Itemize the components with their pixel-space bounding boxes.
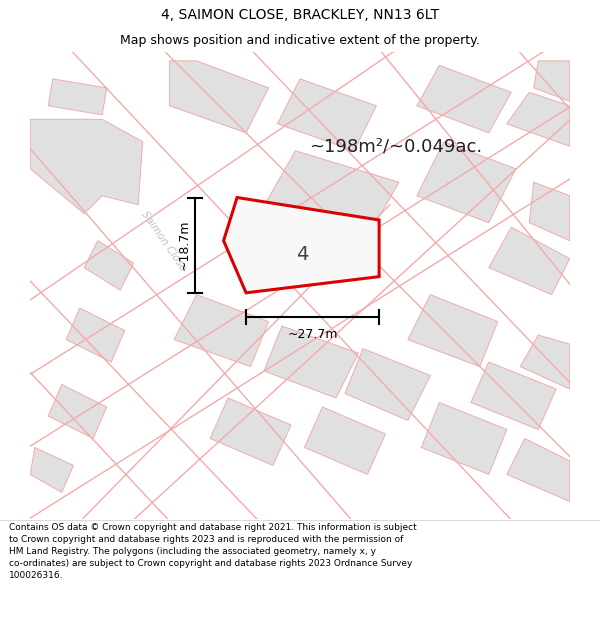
Polygon shape (84, 241, 134, 290)
Text: ~198m²/~0.049ac.: ~198m²/~0.049ac. (309, 138, 482, 155)
Text: 4: 4 (296, 245, 308, 264)
Polygon shape (417, 66, 511, 132)
Polygon shape (507, 92, 570, 146)
Text: ~27.7m: ~27.7m (287, 328, 338, 341)
Text: Saimon Close: Saimon Close (139, 209, 188, 272)
Polygon shape (304, 407, 385, 474)
Polygon shape (260, 151, 399, 245)
Polygon shape (421, 402, 507, 474)
Polygon shape (210, 398, 291, 466)
Polygon shape (224, 198, 379, 293)
Polygon shape (520, 335, 570, 389)
Polygon shape (534, 61, 570, 101)
Polygon shape (66, 308, 125, 362)
Polygon shape (170, 61, 269, 132)
Polygon shape (507, 439, 570, 501)
Polygon shape (278, 79, 376, 151)
Text: ~18.7m: ~18.7m (178, 220, 190, 271)
Polygon shape (408, 294, 498, 366)
Polygon shape (48, 79, 107, 115)
Polygon shape (489, 227, 570, 294)
Polygon shape (30, 119, 143, 214)
Text: Map shows position and indicative extent of the property.: Map shows position and indicative extent… (120, 34, 480, 47)
Polygon shape (345, 349, 430, 421)
Polygon shape (264, 326, 358, 398)
Polygon shape (30, 448, 73, 493)
Polygon shape (174, 294, 269, 366)
Polygon shape (48, 384, 107, 439)
Text: Contains OS data © Crown copyright and database right 2021. This information is : Contains OS data © Crown copyright and d… (9, 522, 417, 580)
Polygon shape (529, 182, 570, 241)
Polygon shape (471, 362, 556, 429)
Text: 4, SAIMON CLOSE, BRACKLEY, NN13 6LT: 4, SAIMON CLOSE, BRACKLEY, NN13 6LT (161, 8, 439, 21)
Polygon shape (417, 142, 516, 222)
